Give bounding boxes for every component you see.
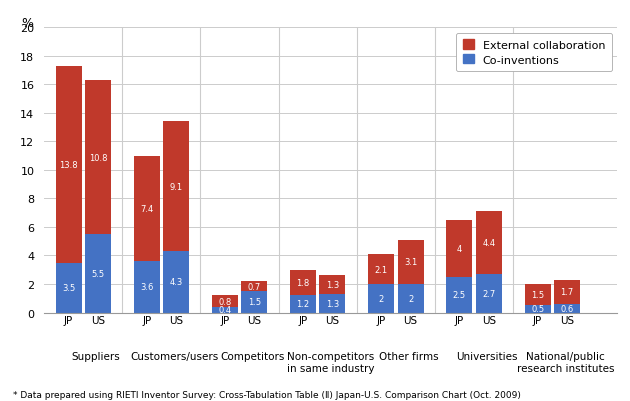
Text: Customers/users: Customers/users — [130, 352, 219, 362]
Text: 10.8: 10.8 — [89, 153, 107, 162]
Text: 1.3: 1.3 — [326, 281, 339, 290]
Text: 4: 4 — [457, 244, 462, 253]
Bar — [290, 270, 316, 296]
Text: 1.5: 1.5 — [248, 298, 261, 307]
Text: 3.1: 3.1 — [404, 258, 417, 267]
Bar — [554, 280, 580, 304]
Text: Universities: Universities — [456, 352, 518, 362]
Bar — [447, 277, 472, 313]
Text: 9.1: 9.1 — [169, 182, 183, 191]
Bar — [212, 296, 238, 307]
Y-axis label: %: % — [21, 17, 33, 30]
Bar — [554, 304, 580, 313]
Text: 13.8: 13.8 — [59, 160, 78, 169]
Text: 0.4: 0.4 — [219, 306, 231, 314]
Bar — [319, 294, 345, 313]
Text: 2.5: 2.5 — [453, 290, 466, 300]
Bar — [134, 156, 160, 261]
Bar — [55, 67, 81, 263]
Text: 1.8: 1.8 — [297, 278, 310, 288]
Text: 2: 2 — [408, 294, 413, 303]
Text: 0.8: 0.8 — [218, 297, 231, 306]
Bar — [163, 122, 189, 251]
Bar — [368, 254, 394, 284]
Text: 2.7: 2.7 — [482, 289, 495, 298]
Text: 5.5: 5.5 — [91, 269, 105, 278]
Text: Competitors: Competitors — [220, 352, 285, 362]
Bar — [525, 284, 551, 306]
Bar — [134, 261, 160, 313]
Text: Suppliers: Suppliers — [72, 352, 120, 362]
Bar — [290, 296, 316, 313]
Text: 4.3: 4.3 — [169, 277, 183, 287]
Bar — [241, 282, 267, 292]
Text: * Data prepared using RIETI Inventor Survey: Cross-Tabulation Table (Ⅱ) Japan-U.: * Data prepared using RIETI Inventor Sur… — [13, 390, 520, 399]
Text: Other firms: Other firms — [379, 352, 438, 362]
Text: 4.4: 4.4 — [482, 239, 495, 247]
Bar — [241, 292, 267, 313]
Text: 0.5: 0.5 — [531, 305, 544, 314]
Bar — [85, 235, 111, 313]
Text: 3.5: 3.5 — [62, 284, 75, 292]
Text: 1.2: 1.2 — [297, 300, 309, 309]
Bar — [55, 263, 81, 313]
Text: 7.4: 7.4 — [140, 205, 153, 213]
Text: 0.6: 0.6 — [560, 304, 573, 313]
Legend: External collaboration, Co-inventions: External collaboration, Co-inventions — [456, 34, 612, 72]
Bar — [525, 306, 551, 313]
Bar — [85, 81, 111, 235]
Bar — [368, 284, 394, 313]
Bar — [319, 276, 345, 294]
Text: 3.6: 3.6 — [140, 283, 153, 292]
Text: 1.3: 1.3 — [326, 299, 339, 308]
Bar — [476, 274, 501, 313]
Bar — [398, 284, 423, 313]
Bar — [476, 212, 501, 274]
Text: 1.5: 1.5 — [531, 290, 544, 300]
Bar — [398, 240, 423, 284]
Bar — [212, 307, 238, 313]
Text: Non-competitors
in same industry: Non-competitors in same industry — [287, 352, 374, 373]
Text: National/public
research institutes: National/public research institutes — [517, 352, 614, 373]
Bar — [163, 251, 189, 313]
Text: 2: 2 — [379, 294, 384, 303]
Text: 0.7: 0.7 — [248, 282, 261, 291]
Text: 1.7: 1.7 — [560, 288, 573, 297]
Bar — [447, 220, 472, 277]
Text: 2.1: 2.1 — [375, 265, 388, 274]
